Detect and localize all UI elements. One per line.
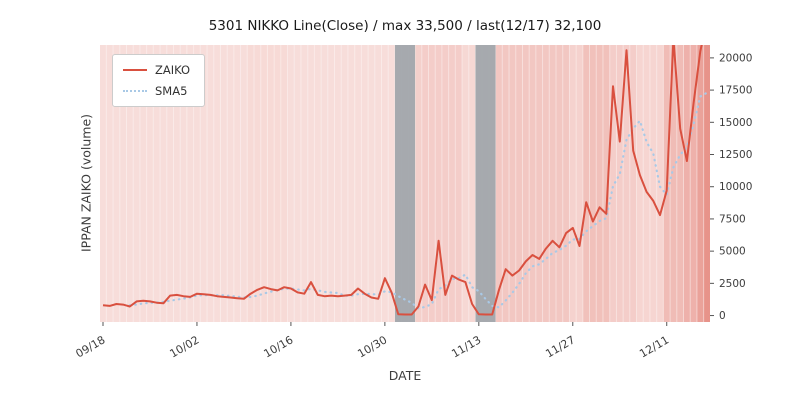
legend: ZAIKO SMA5: [112, 54, 206, 107]
x-tick-label: 11/27: [543, 333, 577, 360]
gray-highlight-bands: [394, 45, 496, 322]
legend-label-zaiko: ZAIKO: [155, 63, 191, 77]
x-axis-label: DATE: [388, 368, 422, 383]
legend-label-sma5: SMA5: [155, 84, 188, 98]
chart-title: 5301 NIKKO Line(Close) / max 33,500 / la…: [208, 18, 602, 34]
sma5-series-line: [128, 91, 709, 310]
x-tick-label: 11/13: [449, 333, 483, 360]
zaiko-line-swatch-icon: [123, 69, 147, 71]
x-tick-label: 10/30: [355, 333, 389, 360]
sma5-line-swatch-icon: [123, 90, 147, 92]
y-tick-label: 20000: [719, 52, 752, 64]
y-tick-label: 17500: [719, 85, 752, 97]
y-tick-label: 0: [719, 310, 726, 322]
y-tick-label: 15000: [719, 117, 752, 129]
x-tick-label: 12/11: [637, 333, 671, 360]
x-tick-label: 09/18: [74, 333, 108, 360]
y-tick-label: 10000: [719, 181, 752, 193]
y-tick-label: 5000: [719, 246, 746, 258]
y-tick-label: 7500: [719, 213, 746, 225]
x-tick-label: 10/02: [167, 333, 201, 360]
y-axis-ticks: 0 2500 5000 7500 10000 12500 15000 17500 20000: [710, 52, 752, 322]
y-tick-label: 2500: [719, 278, 746, 290]
legend-item-sma5: SMA5: [123, 84, 190, 98]
zaiko-series-line: [102, 45, 703, 316]
legend-item-zaiko: ZAIKO: [123, 63, 190, 77]
x-tick-label: 10/16: [261, 333, 295, 360]
x-axis-ticks: 09/18 10/02 10/16 10/30 11/13 11/27 12/11: [74, 322, 671, 360]
y-tick-label: 12500: [719, 149, 752, 161]
